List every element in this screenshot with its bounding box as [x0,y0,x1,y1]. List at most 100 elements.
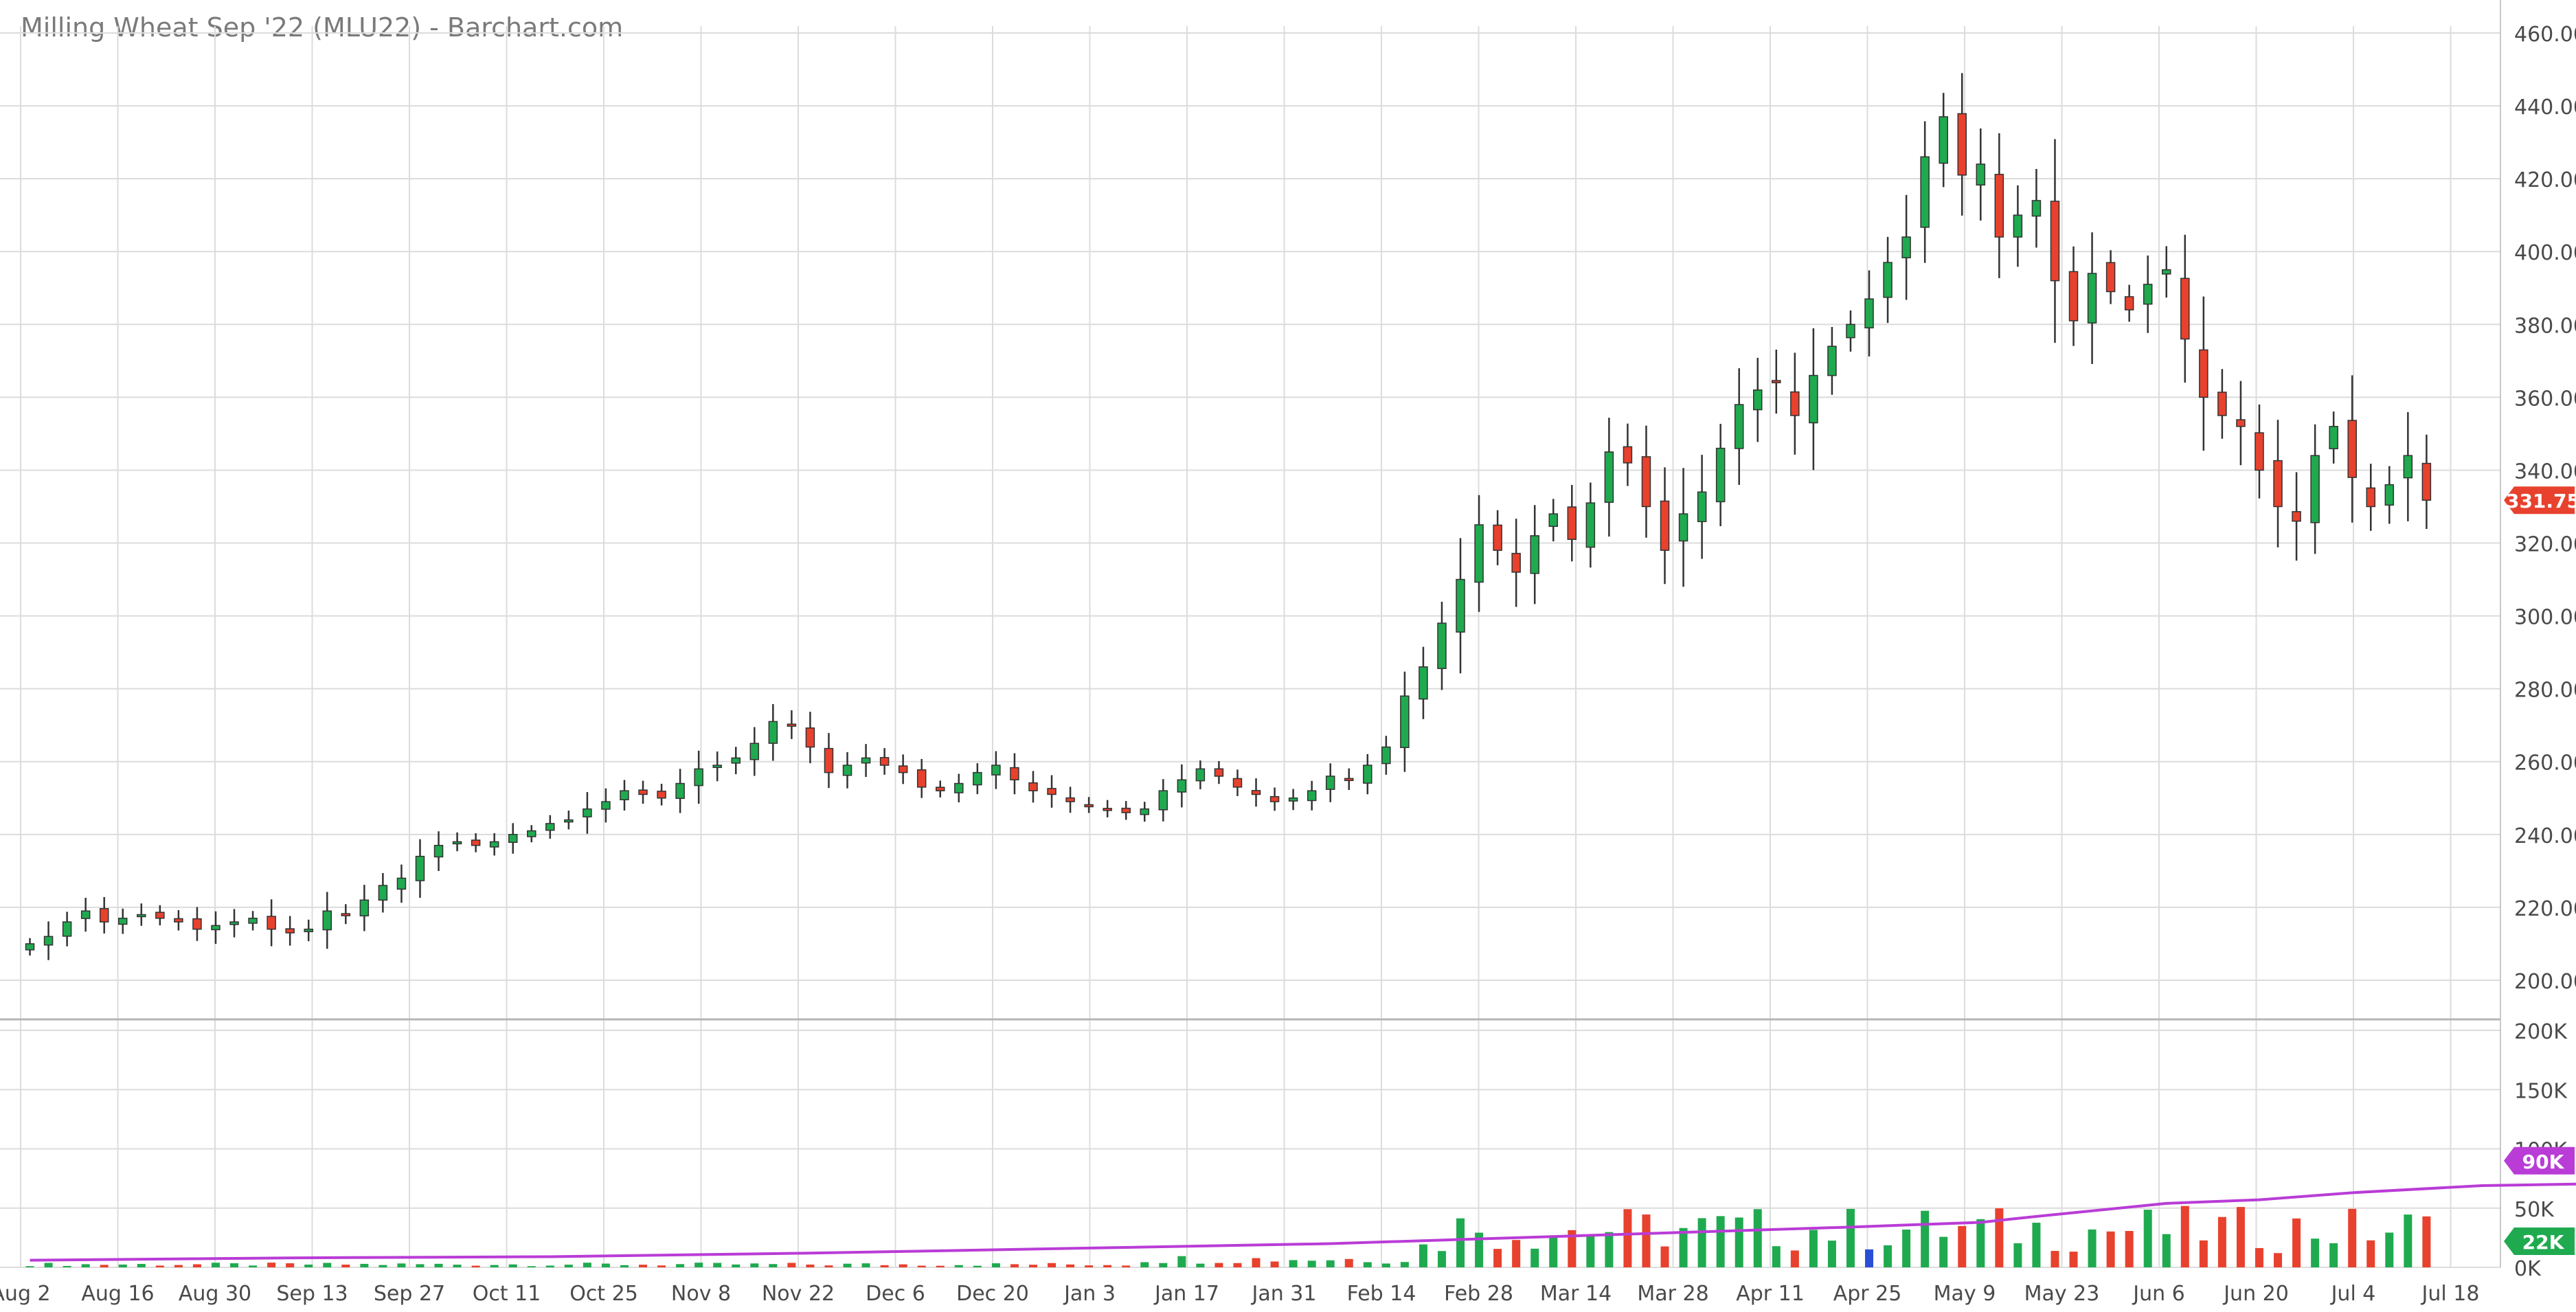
candle-down [2236,419,2246,427]
last-price-badge [2504,486,2575,514]
candle-down [2068,271,2079,321]
volume-bar [2106,1231,2115,1267]
volume-bar [2348,1208,2357,1267]
volume-bar [1493,1249,1502,1267]
volume-bar [973,1265,982,1267]
candle-down [1084,804,1094,808]
candle-up [1437,622,1447,669]
candle-up [359,899,370,917]
candle-up [229,921,239,925]
candle-down [657,791,666,799]
volume-bar [1716,1216,1725,1267]
x-tick-label: Mar 14 [1540,1282,1612,1306]
volume-bar [2329,1243,2338,1267]
volume-bar [1679,1228,1688,1267]
candle-down [1103,808,1112,811]
volume-bar [1884,1245,1893,1267]
candle-down [1641,456,1651,508]
candle-up [508,834,518,844]
volume-bar [824,1265,833,1267]
price-tick-label: 240.00 [2514,824,2576,848]
volume-bar [2404,1214,2413,1267]
candle-up [973,771,982,786]
volume-bar [732,1264,741,1267]
volume-bar [1326,1260,1335,1267]
candle-up [1753,389,1763,411]
open-interest-label: 90K [2522,1151,2565,1173]
candle-down [805,727,815,748]
candle-up [2087,273,2097,324]
candle-down [1010,767,1019,781]
volume-bar [1010,1264,1019,1267]
candle-up [564,819,574,823]
candle-down [1047,788,1057,795]
candle-up [2403,455,2413,479]
volume-bar [2069,1252,2078,1267]
x-tick-label: Aug 30 [179,1282,251,1306]
volume-bar [620,1265,629,1267]
volume-bar [1827,1241,1836,1267]
candle-down [1269,796,1280,802]
volume-bar [1512,1240,1521,1267]
volume-bar [2422,1216,2431,1267]
volume-bar [2088,1229,2097,1267]
candle-down [638,789,648,795]
x-tick-label: Aug 2 [0,1282,51,1306]
price-tick-label: 280.00 [2514,679,2576,703]
volume-bar [2143,1210,2152,1267]
volume-bar [379,1265,387,1267]
volume-tick-label: 200K [2514,1020,2568,1044]
x-tick-label: Sep 13 [276,1282,348,1306]
price-tick-label: 300.00 [2514,606,2576,630]
candle-up [1456,578,1465,633]
x-tick-label: Jan 17 [1153,1282,1219,1306]
volume-bar [267,1263,276,1267]
volume-bar [1289,1260,1298,1267]
volume-bar [1642,1214,1651,1267]
candle-down [1660,500,1670,551]
volume-label: 22K [2522,1231,2565,1254]
volume-bar [25,1266,34,1267]
candle-up [1288,798,1298,802]
candle-up [1864,298,1874,329]
candle-up [1530,535,1539,574]
candle-up [378,885,388,901]
volume-bar [471,1265,480,1267]
candle-down [285,928,295,934]
candle-down [879,757,890,766]
volume-bar [861,1263,870,1267]
volume-bar [2217,1217,2226,1267]
volume-bar [917,1265,926,1267]
x-tick-label: Jan 3 [1063,1282,1116,1306]
volume-bar [2311,1239,2320,1267]
candle-up [1325,776,1335,790]
volume-bar [713,1263,722,1267]
candle-up [2329,426,2338,449]
x-tick-label: Jan 31 [1251,1282,1317,1306]
volume-bar [1214,1263,1223,1267]
candle-down [1344,778,1354,782]
volume-bar [2032,1223,2041,1267]
volume-bar [564,1265,573,1267]
candle-down [2347,420,2357,478]
volume-bar [639,1265,648,1267]
candle-up [2143,284,2153,305]
volume-bar [341,1265,350,1267]
volume-bar [2125,1231,2134,1267]
candle-up [694,768,703,787]
volume-bar [81,1264,90,1267]
volume-bar [174,1265,183,1267]
candle-down [1121,807,1131,813]
x-tick-label: Nov 8 [671,1282,731,1306]
candle-up [1195,768,1206,782]
candle-down [341,913,351,916]
volume-bar [1344,1258,1353,1267]
candle-up [712,765,722,769]
candle-down [2217,392,2227,416]
candle-down [2050,201,2060,282]
candle-up [1734,404,1744,449]
volume-bar [1623,1209,1632,1267]
candle-up [1697,491,1707,523]
candle-up [1307,790,1317,802]
volume-bar [1363,1262,1372,1267]
